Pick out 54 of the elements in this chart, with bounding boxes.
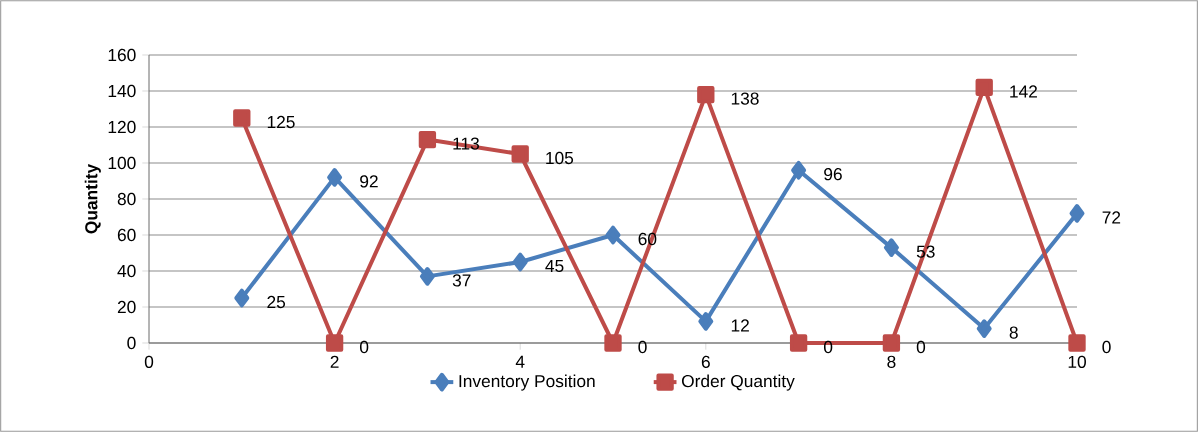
data-label: 92 (360, 175, 378, 188)
data-label: 96 (824, 168, 842, 181)
data-label: 37 (452, 274, 471, 287)
point (1069, 204, 1085, 223)
x-tick-label: 10 (1068, 355, 1086, 368)
y-tick-label: 80 (117, 192, 136, 206)
point (233, 109, 251, 127)
data-label: 0 (359, 340, 369, 354)
x-tick-label: 0 (144, 355, 154, 368)
data-label: 142 (1010, 85, 1037, 98)
x-tick-label: 4 (515, 355, 525, 368)
data-label: 0 (638, 340, 647, 354)
point (327, 168, 343, 187)
point (698, 312, 714, 331)
point (883, 238, 899, 257)
x-tick-label: 6 (701, 355, 710, 368)
y-tick-label: 20 (117, 300, 136, 314)
y-tick-label: 120 (108, 120, 136, 134)
data-label: 12 (731, 319, 749, 332)
y-tick-label: 140 (108, 84, 136, 98)
data-label: 72 (1102, 211, 1121, 224)
point (1068, 334, 1086, 352)
data-label: 45 (545, 259, 564, 273)
y-tick-label: 0 (127, 336, 136, 350)
y-axis-title: Quantity (84, 163, 101, 234)
point (418, 130, 437, 149)
legend-label: Order Quantity (681, 374, 795, 391)
point (234, 288, 250, 308)
y-tick-label: 160 (108, 48, 136, 62)
x-tick-label: 2 (330, 355, 339, 368)
point (325, 334, 344, 352)
data-label: 0 (1102, 340, 1111, 354)
data-label: 0 (916, 340, 926, 354)
point (604, 334, 622, 352)
point (605, 225, 621, 245)
point (975, 78, 993, 97)
data-label: 8 (1009, 326, 1018, 339)
y-tick-label: 60 (117, 228, 136, 242)
data-label: 25 (267, 295, 286, 309)
y-tick-label: 100 (108, 156, 136, 170)
point (976, 319, 992, 338)
point (789, 334, 808, 352)
point (697, 85, 715, 104)
data-label: 125 (267, 115, 295, 129)
x-tick-label: 8 (887, 355, 896, 368)
point (512, 252, 528, 272)
point (419, 267, 435, 286)
legend-label: Inventory Position (459, 374, 595, 391)
point (882, 334, 901, 352)
y-tick-label: 40 (117, 264, 136, 278)
point (511, 145, 529, 163)
data-label: 138 (731, 92, 759, 105)
data-label: 105 (546, 151, 574, 165)
point (791, 160, 807, 180)
